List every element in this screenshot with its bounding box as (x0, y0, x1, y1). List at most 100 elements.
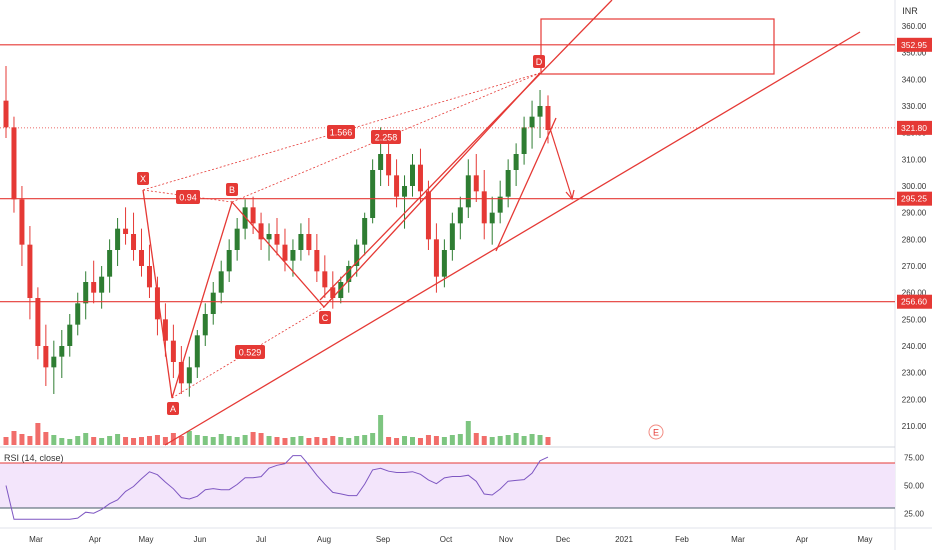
volume-bar (298, 436, 304, 445)
volume-bar (186, 431, 192, 445)
volume-bar (338, 437, 344, 445)
candle-body (513, 154, 519, 170)
volume-bar (250, 432, 256, 445)
price-tick: 330.00 (902, 102, 927, 111)
ratio-badge-3: 2.258 (375, 133, 398, 143)
trendline-support[interactable] (164, 31, 861, 446)
earnings-marker-letter: E (653, 428, 659, 438)
candle-body (338, 282, 344, 298)
point-d-bg (533, 55, 545, 68)
rsi-title: RSI (14, close) (4, 453, 64, 463)
earnings-marker-icon[interactable] (648, 424, 664, 440)
candle-body (441, 250, 447, 277)
candle-body (51, 356, 57, 368)
candle-body (322, 271, 328, 288)
candle-body (354, 244, 360, 266)
trendline-channel-upper[interactable] (319, 0, 613, 301)
point-a-label: A (170, 404, 176, 414)
time-tick: Feb (675, 535, 689, 544)
candle-body (162, 319, 168, 341)
candle-body (139, 250, 144, 266)
candle-body (91, 282, 97, 293)
candle-body (170, 340, 176, 362)
candle-body (274, 234, 280, 245)
volume-bar (274, 437, 280, 445)
horizontal-lines (0, 44, 895, 303)
volume-bar (282, 438, 288, 445)
point-b-label: B (229, 185, 235, 195)
trendline-channel-lower[interactable] (495, 117, 557, 252)
price-tick: 310.00 (902, 155, 927, 164)
candle-body (75, 303, 81, 325)
volume-bar (537, 435, 543, 445)
candle-body (465, 175, 471, 208)
price-tick: 230.00 (902, 369, 927, 378)
price-tick: 360.00 (902, 22, 927, 31)
volume-bar (266, 436, 272, 445)
time-tick: Oct (440, 535, 453, 544)
volume-bar (27, 436, 33, 445)
drawing-layer: 0.94 0.529 1.566 2.258 X A B C D (137, 0, 861, 446)
volume-bar (545, 437, 551, 445)
point-a-bg (167, 402, 179, 415)
candle-body (433, 239, 439, 277)
candle-body (417, 164, 423, 192)
candle-body (537, 106, 543, 117)
candle-body (107, 250, 113, 277)
candle-body (282, 244, 288, 261)
candle-body (210, 292, 216, 314)
candle-body (521, 127, 527, 154)
volume-bar (497, 436, 503, 445)
candle-body (123, 228, 129, 234)
time-tick: Apr (89, 535, 102, 544)
candle-body (266, 234, 272, 240)
time-tick: Mar (29, 535, 43, 544)
candle-body (11, 127, 17, 200)
volume-bar (178, 436, 184, 445)
candle-body (115, 228, 121, 250)
time-axis[interactable]: Mar Apr May Jun Jul Aug Sep Oct Nov Dec 2021 Feb Mar… (29, 535, 872, 544)
rsi-tick: 25.00 (904, 510, 925, 519)
point-d-label: D (536, 57, 543, 67)
volume-bar (521, 436, 527, 445)
candle-body (250, 207, 256, 224)
price-tick: 350.00 (902, 49, 927, 58)
time-tick: Nov (499, 535, 513, 544)
main-pane-background (0, 0, 895, 445)
volume-bar (194, 435, 200, 445)
volume-bar (202, 436, 208, 445)
point-c-bg (319, 311, 331, 324)
volume-bar (218, 434, 224, 445)
volume-bar (505, 435, 511, 445)
candle-body (19, 199, 25, 245)
price-tick: 300.00 (902, 182, 927, 191)
price-axis[interactable]: 360.00350.00340.00330.00320.00310.00300.… (902, 22, 927, 431)
candle-body (425, 191, 431, 240)
volume-bar (362, 435, 368, 445)
point-b-bg (226, 183, 238, 196)
candle-body (35, 298, 41, 346)
candle-body (473, 175, 479, 192)
candle-body (497, 196, 503, 213)
time-tick: 2021 (615, 535, 633, 544)
price-tick: 280.00 (902, 235, 927, 244)
candle-body (362, 218, 368, 245)
ratio-badge-1-bg (235, 345, 265, 359)
volume-bar (131, 438, 137, 445)
volume-bar (226, 436, 232, 445)
candle-body (131, 234, 137, 250)
ratio-badge-1: 0.529 (239, 348, 262, 358)
time-tick: Aug (317, 535, 331, 544)
volume-bar (489, 437, 495, 445)
candle-body (43, 346, 49, 368)
candle-body (386, 154, 392, 176)
volume-bar (513, 433, 519, 445)
ratio-badge-0: 0.94 (179, 193, 197, 203)
price-tick: 240.00 (902, 342, 927, 351)
volume-bar (386, 437, 392, 445)
projection-box[interactable] (540, 18, 775, 75)
rsi-tick: 75.00 (904, 453, 925, 462)
forecast-arrow-shaft[interactable] (547, 121, 573, 199)
rsi-axis: 75.00 50.00 25.00 (904, 453, 925, 518)
volume-bar (290, 437, 296, 445)
